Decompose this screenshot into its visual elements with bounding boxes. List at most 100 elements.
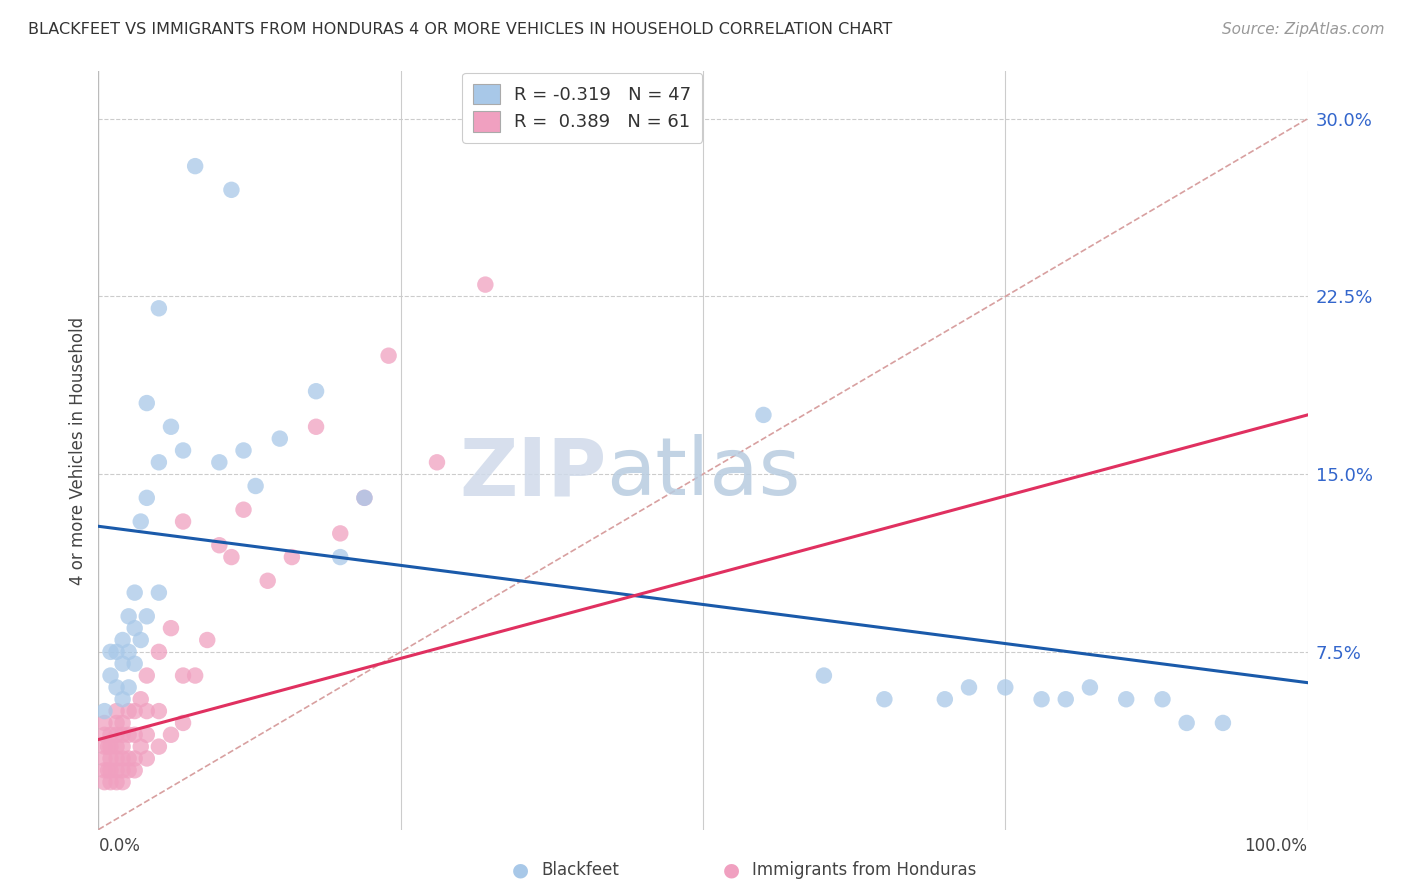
- Point: [93, 751, 115, 765]
- Point: [1078, 681, 1101, 695]
- Point: [93, 764, 115, 778]
- Text: Immigrants from Honduras: Immigrants from Honduras: [752, 861, 977, 879]
- Point: [118, 764, 141, 778]
- Point: [118, 751, 141, 765]
- Point: [148, 585, 170, 599]
- Text: Blackfeet: Blackfeet: [541, 861, 619, 879]
- Point: [184, 159, 207, 173]
- Point: [129, 633, 152, 648]
- Point: [934, 692, 956, 706]
- Point: [172, 715, 194, 730]
- Point: [160, 419, 183, 434]
- Point: [93, 739, 115, 754]
- Point: [957, 681, 980, 695]
- Point: [256, 574, 278, 588]
- Point: [221, 183, 243, 197]
- Point: [105, 645, 128, 659]
- Point: [124, 585, 146, 599]
- Point: [111, 633, 134, 648]
- Point: [232, 502, 254, 516]
- Text: atlas: atlas: [606, 434, 800, 512]
- Point: [105, 715, 128, 730]
- Point: [100, 645, 122, 659]
- Point: [195, 40, 218, 54]
- Point: [135, 751, 157, 765]
- Point: [813, 668, 835, 682]
- Point: [97, 739, 120, 754]
- Point: [124, 704, 146, 718]
- Point: [184, 668, 207, 682]
- Point: [129, 739, 152, 754]
- Point: [160, 728, 183, 742]
- Point: [172, 515, 194, 529]
- Point: [118, 609, 141, 624]
- Point: [111, 715, 134, 730]
- Point: [305, 384, 328, 399]
- Point: [105, 739, 128, 754]
- Point: [111, 775, 134, 789]
- Point: [160, 621, 183, 635]
- Point: [129, 692, 152, 706]
- Point: [100, 751, 122, 765]
- Point: [148, 645, 170, 659]
- Point: [93, 704, 115, 718]
- Point: [100, 728, 122, 742]
- Point: [135, 491, 157, 505]
- Point: [97, 764, 120, 778]
- Point: [124, 621, 146, 635]
- Point: [353, 491, 375, 505]
- Point: [135, 668, 157, 682]
- Point: [105, 751, 128, 765]
- Point: [353, 491, 375, 505]
- Point: [124, 728, 146, 742]
- Point: [111, 751, 134, 765]
- Point: [1031, 692, 1053, 706]
- Point: [100, 764, 122, 778]
- Point: [426, 455, 449, 469]
- Text: ZIP: ZIP: [458, 434, 606, 512]
- Point: [1175, 715, 1198, 730]
- Point: [873, 692, 896, 706]
- Text: ●: ●: [512, 860, 529, 880]
- Point: [148, 704, 170, 718]
- Point: [208, 455, 231, 469]
- Y-axis label: 4 or more Vehicles in Household: 4 or more Vehicles in Household: [69, 317, 87, 584]
- Point: [100, 739, 122, 754]
- Point: [93, 775, 115, 789]
- Point: [124, 657, 146, 671]
- Point: [269, 432, 291, 446]
- Point: [105, 764, 128, 778]
- Point: [93, 715, 115, 730]
- Point: [305, 419, 328, 434]
- Point: [105, 728, 128, 742]
- Text: Source: ZipAtlas.com: Source: ZipAtlas.com: [1222, 22, 1385, 37]
- Point: [129, 515, 152, 529]
- Point: [135, 609, 157, 624]
- Point: [100, 668, 122, 682]
- Point: [124, 751, 146, 765]
- Point: [135, 396, 157, 410]
- Text: ●: ●: [723, 860, 740, 880]
- Legend: R = -0.319   N = 47, R =  0.389   N = 61: R = -0.319 N = 47, R = 0.389 N = 61: [463, 73, 702, 143]
- Point: [281, 550, 304, 565]
- Point: [172, 668, 194, 682]
- Point: [377, 349, 399, 363]
- Point: [135, 704, 157, 718]
- Point: [111, 657, 134, 671]
- Point: [1212, 715, 1234, 730]
- Point: [118, 645, 141, 659]
- Text: 100.0%: 100.0%: [1244, 837, 1308, 855]
- Point: [148, 739, 170, 754]
- Point: [208, 538, 231, 552]
- Point: [118, 704, 141, 718]
- Point: [148, 455, 170, 469]
- Point: [245, 479, 267, 493]
- Point: [329, 550, 352, 565]
- Point: [111, 692, 134, 706]
- Point: [221, 550, 243, 565]
- Point: [105, 704, 128, 718]
- Point: [1115, 692, 1137, 706]
- Point: [752, 408, 775, 422]
- Point: [329, 526, 352, 541]
- Point: [93, 728, 115, 742]
